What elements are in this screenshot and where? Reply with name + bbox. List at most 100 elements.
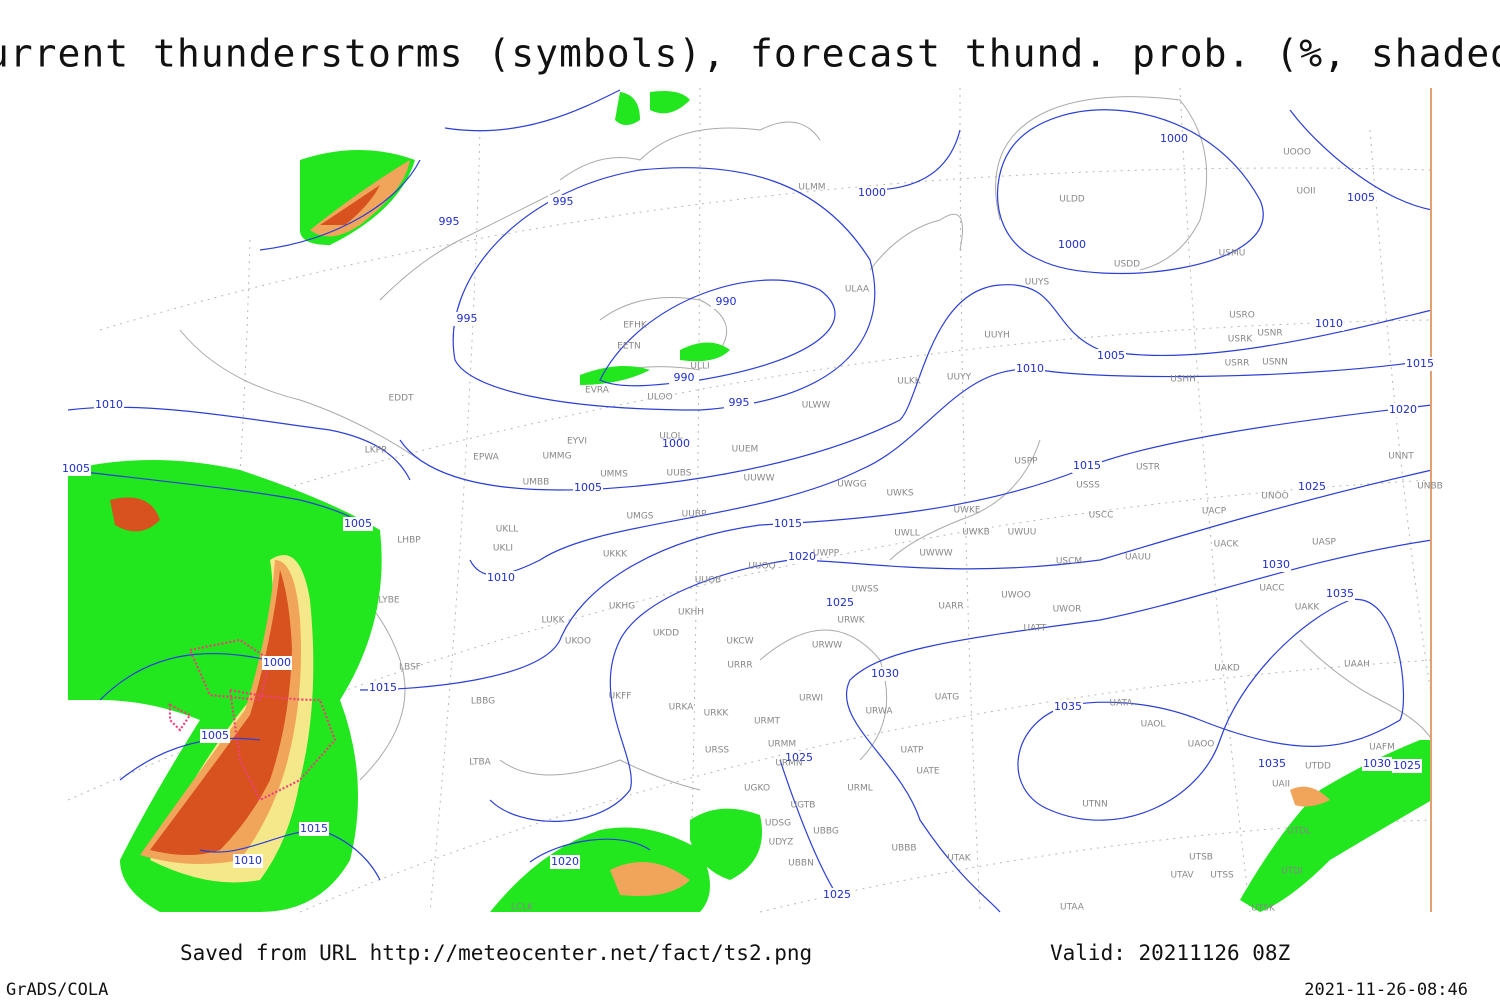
station-code: UASP [1312, 538, 1336, 548]
station-code: USRR [1225, 359, 1250, 369]
station-code: USTR [1136, 463, 1160, 473]
isobar-label-bg [486, 571, 516, 585]
station-code: UWWW [919, 549, 952, 559]
station-code: USDD [1114, 260, 1140, 270]
valid-time: Valid: 20211126 08Z [1050, 941, 1290, 965]
isobar-label: 1005 [62, 462, 90, 475]
station-code: ULWW [802, 401, 831, 411]
isobar-label: 1000 [662, 437, 690, 450]
isobar-label: 1030 [1363, 757, 1391, 770]
station-code: LBBG [471, 697, 495, 707]
station-code: UAKD [1214, 664, 1240, 674]
station-code: URSS [705, 746, 730, 756]
station-code: UATP [901, 746, 925, 756]
isobar-label-bg [1057, 238, 1087, 252]
station-code: UKDD [653, 629, 679, 639]
station-code: UMMS [600, 470, 628, 480]
station-code: UBBG [813, 827, 839, 837]
station-code: UKOO [565, 637, 591, 647]
station-code: UUBP [682, 510, 707, 520]
station-code: UWLL [894, 529, 920, 539]
isobar-label-bg [550, 855, 580, 869]
station-code: URKA [669, 703, 695, 713]
isobar-label: 1035 [1054, 700, 1082, 713]
isobar-label-bg [262, 656, 292, 670]
station-code: UKCW [726, 637, 753, 647]
station-code: URRR [727, 661, 752, 671]
station-code: EPWA [473, 453, 500, 463]
station-code: USNN [1262, 358, 1288, 368]
station-code: UTDI [1281, 867, 1303, 877]
station-code: ULKK [897, 377, 922, 387]
probability-shading [68, 91, 1432, 912]
station-code: ULOL [659, 432, 682, 442]
station-code: UUYH [984, 331, 1009, 341]
station-code: UTDD [1305, 762, 1331, 772]
station-code: UAOO [1188, 740, 1215, 750]
isobar-label: 1005 [574, 481, 602, 494]
station-code: USSS [1076, 481, 1100, 491]
isobar-label: 1000 [858, 186, 886, 199]
station-code: LBSF [399, 663, 421, 673]
isobar-label: 1015 [1406, 357, 1434, 370]
station-code: LKPR [365, 446, 388, 456]
station-code: URWA [865, 707, 893, 717]
isobar-label: 990 [716, 295, 737, 308]
title: Current thunderstorms (symbols), forecas… [0, 32, 1500, 76]
station-code: UUEM [732, 445, 759, 455]
isobar-label: 1010 [1016, 362, 1044, 375]
isobar-label-bg [299, 822, 329, 836]
coastlines [179, 96, 1433, 791]
isobar-label-bg [1405, 357, 1435, 371]
isobar-label-bg [773, 517, 803, 531]
isobar-label-bg [1159, 132, 1189, 146]
station-code: UKHG [609, 602, 635, 612]
isobar-label: 1010 [1315, 317, 1343, 330]
station-code: UTAV [1170, 871, 1194, 881]
isobar-label: 1000 [1058, 238, 1086, 251]
station-code: UWPP [813, 549, 840, 559]
station-code: UTAA [1060, 903, 1085, 913]
station-code: EVRA [585, 386, 610, 396]
isobar-label-bg [1314, 317, 1344, 331]
isobar-label-bg [233, 854, 263, 868]
isobar-label: 1000 [1160, 132, 1188, 145]
station-code: USMU [1219, 249, 1246, 259]
isobar-label-bg [1346, 191, 1376, 205]
isobar-label-bg [825, 596, 855, 610]
station-code: UWKB [962, 528, 990, 538]
station-code: UWGG [837, 480, 866, 490]
isobar-label: 1030 [1262, 558, 1290, 571]
station-code: ULMM [798, 183, 825, 193]
station-code: UBBN [788, 859, 814, 869]
isobar-label: 995 [457, 312, 478, 325]
station-code: URWK [837, 616, 865, 626]
station-code: UWOO [1001, 591, 1031, 601]
station-code: UWKE [953, 506, 980, 516]
station-code: UMBB [523, 478, 550, 488]
station-code: USCC [1089, 511, 1114, 521]
station-code: UKHH [678, 608, 704, 618]
station-code: LYBE [378, 596, 399, 606]
station-code: UTSS [1210, 871, 1234, 881]
station-code: UACK [1214, 540, 1240, 550]
isobar-label: 1005 [344, 517, 372, 530]
station-code: UACP [1202, 507, 1227, 517]
isobar-label: 1005 [1097, 349, 1125, 362]
station-code: UUOB [695, 576, 721, 586]
station-code: URMT [754, 717, 781, 727]
station-code: UGKO [744, 784, 770, 794]
station-code: UTDL [1287, 827, 1311, 837]
station-code: UAUU [1125, 553, 1151, 563]
isobar-label-bg [857, 186, 887, 200]
station-code: UWSS [852, 585, 879, 595]
isobar-label-bg [343, 517, 373, 531]
software: GrADS/COLA [6, 980, 108, 1000]
station-code: USNR [1257, 329, 1282, 339]
station-code: UATA [1109, 699, 1133, 709]
isobar-label-bg [1053, 700, 1083, 714]
isobar-label-bg [1096, 349, 1126, 363]
isobar-label: 1010 [95, 398, 123, 411]
station-code: URKK [704, 709, 730, 719]
